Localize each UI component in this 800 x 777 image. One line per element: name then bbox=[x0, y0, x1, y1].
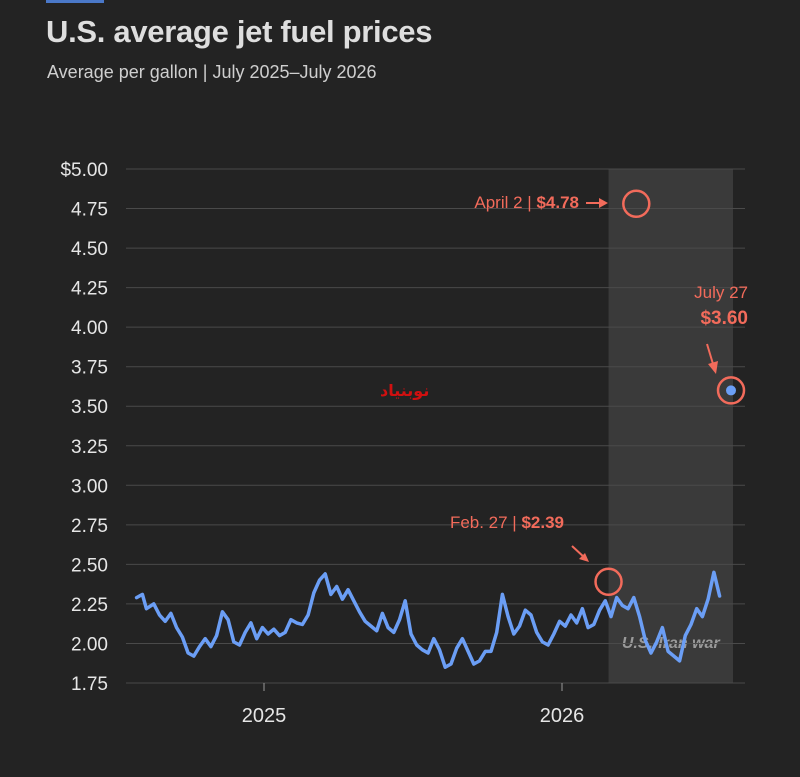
y-tick-label: $5.00 bbox=[60, 160, 108, 181]
price-series-line bbox=[134, 570, 722, 669]
watermark-text: نوبنیاد bbox=[380, 381, 429, 400]
y-tick-label: 3.00 bbox=[71, 476, 108, 497]
y-tick-label: 1.75 bbox=[71, 674, 108, 695]
y-tick-label: 3.75 bbox=[71, 358, 108, 379]
annotation-arrowhead-feb27 bbox=[579, 553, 589, 562]
y-tick-label: 2.50 bbox=[71, 555, 108, 576]
annotation-circle-apr2 bbox=[622, 189, 651, 219]
accent-line bbox=[46, 0, 104, 3]
page-title: U.S. average jet fuel prices bbox=[46, 14, 433, 49]
annotation-arrow-jul27 bbox=[706, 343, 714, 365]
y-tick-label: 4.75 bbox=[71, 200, 108, 221]
y-tick-label: 4.50 bbox=[71, 239, 108, 260]
annotation-value-feb27: $2.39 bbox=[521, 513, 564, 532]
annotation-value-apr2: $4.78 bbox=[536, 193, 579, 212]
annotation-date-jul27: July 27 bbox=[694, 283, 748, 302]
annotation-circle-jul27 bbox=[716, 376, 746, 405]
y-tick-label: 4.25 bbox=[71, 279, 108, 300]
x-tick-label: 2026 bbox=[540, 705, 585, 727]
annotation-point-jul27 bbox=[726, 385, 737, 396]
y-tick-label: 3.25 bbox=[71, 437, 108, 458]
y-tick-label: 2.00 bbox=[71, 634, 108, 655]
annotation-label-feb27: Feb. 27 | $2.39 bbox=[450, 513, 564, 532]
y-tick-label: 2.25 bbox=[71, 595, 108, 616]
annotation-arrowhead-jul27 bbox=[708, 361, 718, 374]
annotation-value-jul27: $3.60 bbox=[700, 308, 748, 329]
x-tick-label: 2025 bbox=[242, 705, 287, 727]
war-shaded-region bbox=[608, 169, 733, 683]
annotation-date-apr2: April 2 | bbox=[474, 193, 536, 212]
y-tick-label: 2.75 bbox=[71, 516, 108, 537]
annotation-circle-feb27 bbox=[594, 567, 623, 597]
y-tick-label: 3.50 bbox=[71, 397, 108, 418]
annotation-arrowhead-apr2 bbox=[599, 198, 608, 208]
annotation-label-apr2: April 2 | $4.78 bbox=[474, 193, 579, 212]
annotation-date-feb27: Feb. 27 | bbox=[450, 513, 522, 532]
page-subtitle: Average per gallon | July 2025–July 2026 bbox=[47, 62, 377, 82]
y-tick-label: 4.00 bbox=[71, 318, 108, 339]
